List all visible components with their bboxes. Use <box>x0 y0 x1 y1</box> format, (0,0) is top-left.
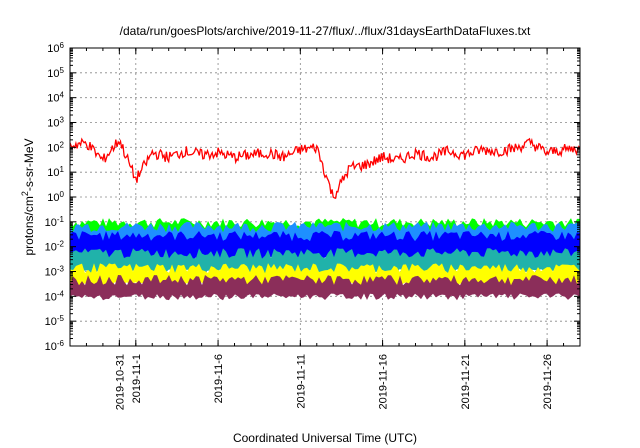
y-axis-ticks: 10-6 10-5 10-4 10-3 10-2 10-1 100 101 102 103 104 1… <box>45 41 580 354</box>
grid-lines <box>70 48 580 346</box>
flux-line-0 <box>69 137 581 199</box>
y-tick-label: 103 <box>47 115 64 130</box>
x-tick-label: 2019-11-16 <box>378 354 390 409</box>
y-tick-label: 100 <box>47 190 64 205</box>
y-tick-label: 10-2 <box>45 239 65 254</box>
x-tick-label: 2019-11-11 <box>295 354 307 409</box>
y-tick-label: 10-4 <box>45 289 65 304</box>
chart-title: /data/run/goesPlots/archive/2019-11-27/f… <box>120 24 531 38</box>
flux-lines <box>69 137 581 199</box>
x-axis-label: Coordinated Universal Time (UTC) <box>233 431 417 445</box>
y-tick-label: 105 <box>47 65 64 80</box>
x-tick-label: 2019-11-6 <box>213 354 225 403</box>
x-tick-label: 2019-11-1 <box>131 354 143 403</box>
y-tick-label: 106 <box>47 41 64 56</box>
x-tick-label: 2019-10-31 <box>114 354 126 410</box>
x-axis-ticks: 2019-10-31 2019-11-1 2019-11-6 2019-11-11 20… <box>69 48 581 410</box>
y-tick-label: 10-6 <box>45 339 65 354</box>
y-tick-label: 101 <box>47 165 64 180</box>
y-axis-label: protons/cm2-s-sr-MeV <box>20 138 36 255</box>
x-tick-label: 2019-11-21 <box>460 354 472 409</box>
y-tick-label: 102 <box>47 140 64 155</box>
flux-band-6 <box>70 275 580 301</box>
y-tick-label: 10-1 <box>45 214 65 229</box>
y-tick-label: 10-5 <box>45 314 65 329</box>
x-tick-label: 2019-11-26 <box>542 354 554 409</box>
y-tick-label: 104 <box>47 90 64 105</box>
y-tick-label: 10-3 <box>45 264 65 279</box>
flux-bands <box>70 218 580 301</box>
